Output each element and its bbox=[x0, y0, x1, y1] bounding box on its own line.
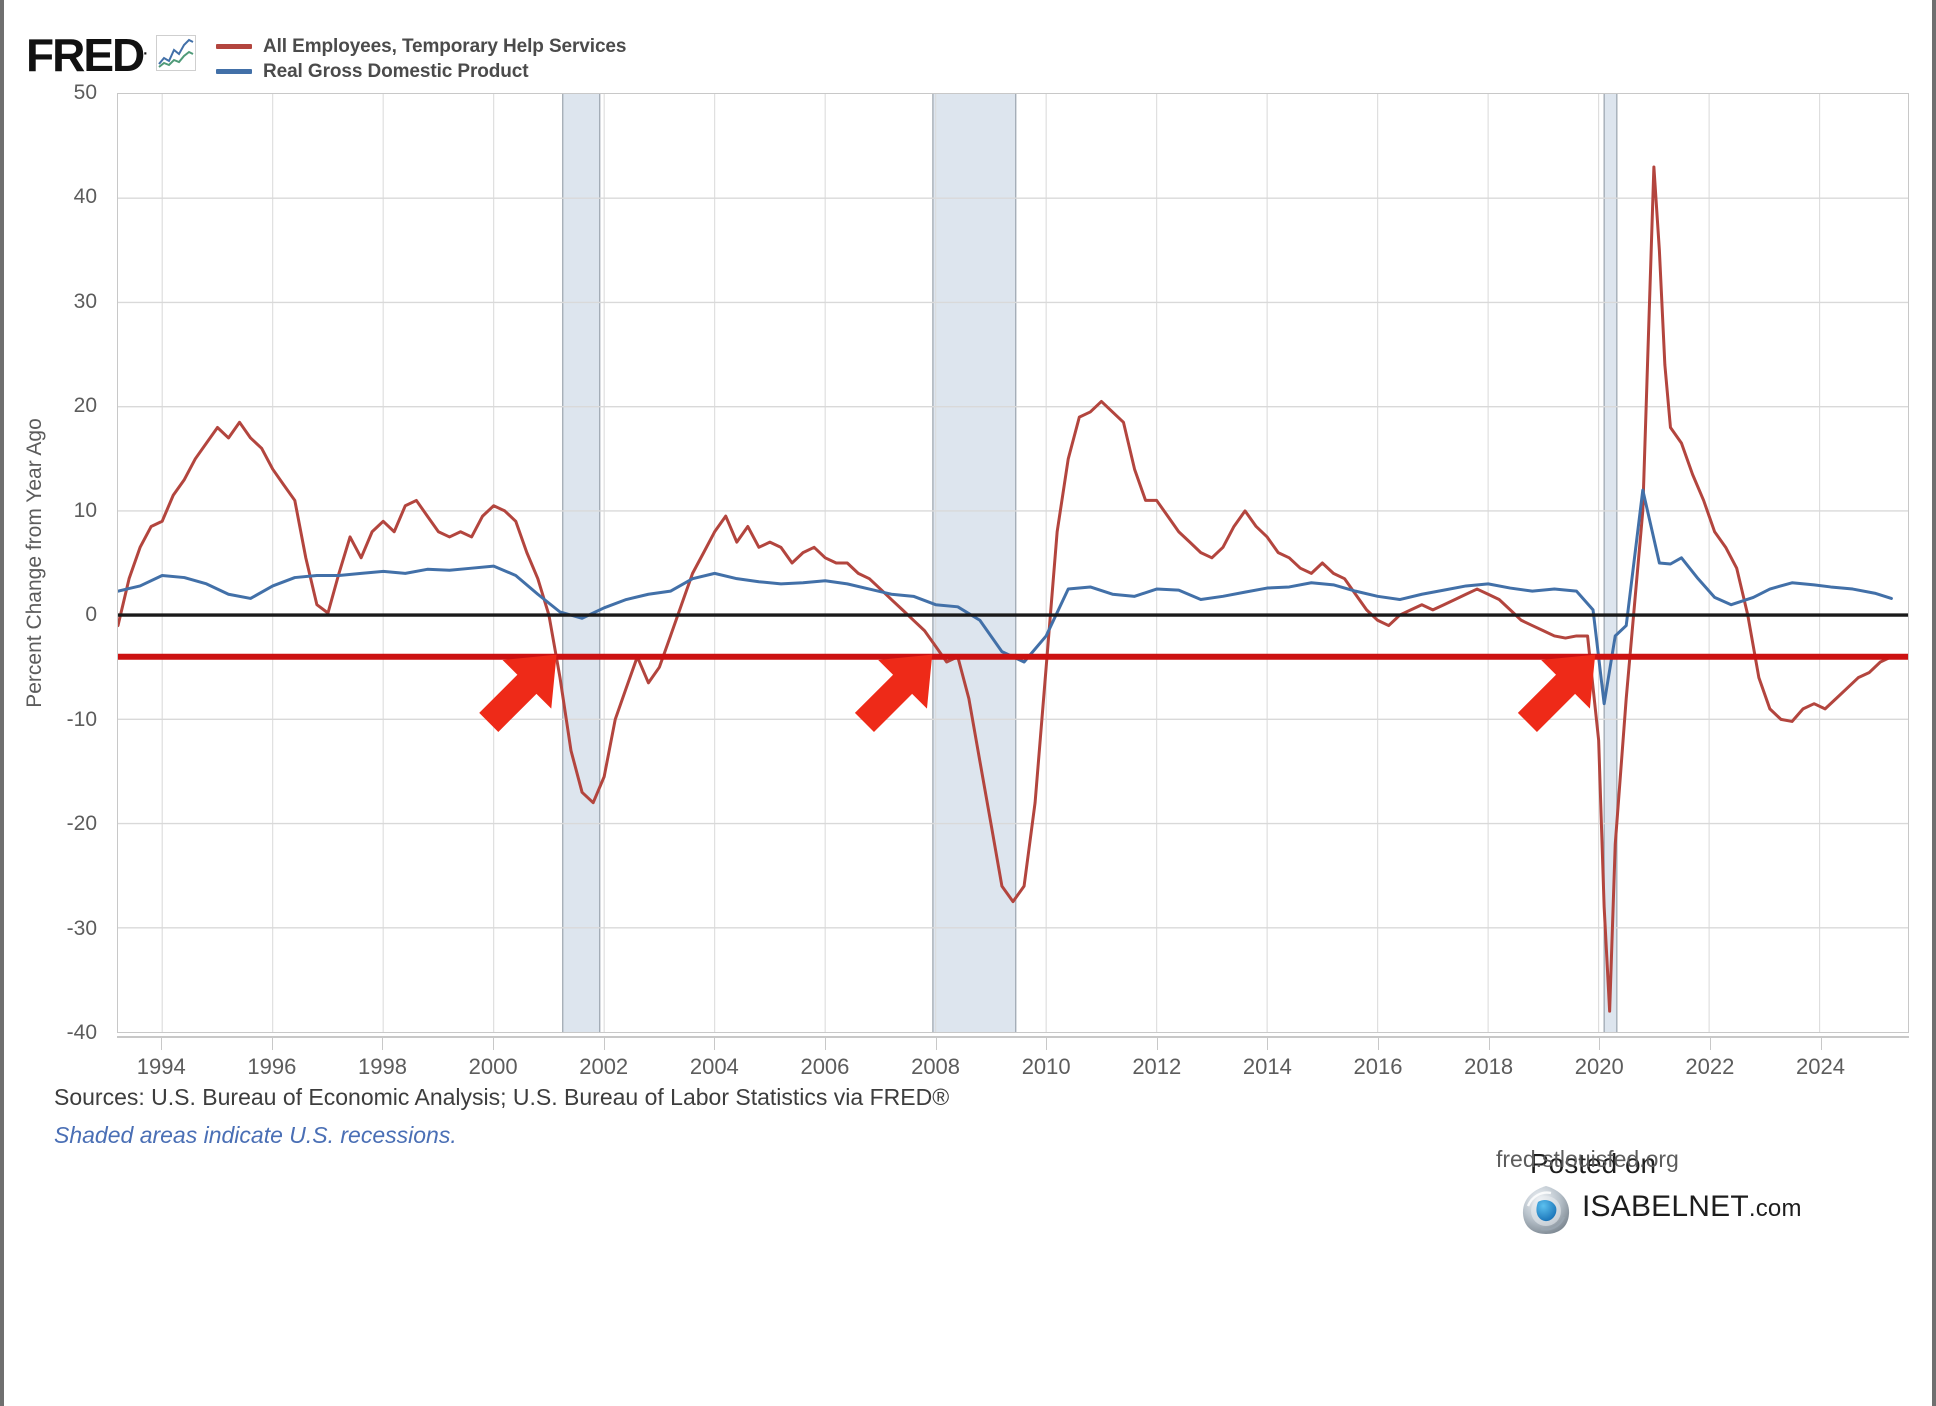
x-tick-mark-2016 bbox=[1378, 1036, 1380, 1050]
x-tick-mark-2014 bbox=[1267, 1036, 1269, 1050]
recession-band-2 bbox=[1604, 94, 1617, 1032]
y-tick-40: 40 bbox=[73, 185, 97, 209]
x-tick-mark-1994 bbox=[161, 1036, 163, 1050]
y-tick--30: -30 bbox=[66, 916, 97, 940]
x-tick-mark-2000 bbox=[493, 1036, 495, 1050]
x-tick-mark-1996 bbox=[271, 1036, 273, 1050]
x-tick-2022: 2022 bbox=[1685, 1054, 1735, 1079]
x-tick-1998: 1998 bbox=[357, 1054, 407, 1079]
y-tick--20: -20 bbox=[66, 812, 97, 836]
y-tick-10: 10 bbox=[73, 498, 97, 522]
x-tick-2024: 2024 bbox=[1796, 1054, 1845, 1079]
legend-label-temp-help: All Employees, Temporary Help Services bbox=[263, 35, 627, 57]
x-tick-mark-1998 bbox=[382, 1036, 384, 1050]
shaded-areas-note: Shaded areas indicate U.S. recessions. bbox=[54, 1122, 457, 1148]
sources-text: Sources: U.S. Bureau of Economic Analysi… bbox=[54, 1084, 950, 1110]
y-tick--10: -10 bbox=[66, 707, 97, 731]
chart-header: FRED. All Employees, Temporary Help Serv… bbox=[4, 0, 1932, 90]
recession-band-1 bbox=[932, 94, 1016, 1032]
fred-logo-text: FRED bbox=[26, 29, 145, 81]
series-line-real-gross-domestic-product bbox=[118, 488, 1893, 706]
fred-url-label[interactable]: fred.stlouisfed.org bbox=[1496, 1146, 1679, 1172]
sparkline-icon bbox=[156, 35, 196, 71]
posted-on-label: Posted on bbox=[1530, 1148, 1657, 1179]
x-tick-1996: 1996 bbox=[247, 1054, 297, 1079]
x-axis-ticks: 1994 1996 1998 2000 2002 2004 2006 2008 2010 2012… bbox=[117, 1036, 1909, 1080]
x-tick-mark-2022 bbox=[1709, 1036, 1711, 1050]
annotation-arrows bbox=[479, 654, 1596, 732]
plot-area bbox=[117, 93, 1909, 1033]
x-tick-2000: 2000 bbox=[468, 1054, 518, 1079]
x-tick-mark-2010 bbox=[1046, 1036, 1048, 1050]
legend-item-real-gdp: Real Gross Domestic Product bbox=[216, 59, 626, 84]
recession-band-0 bbox=[562, 94, 600, 1032]
y-tick--40: -40 bbox=[66, 1021, 97, 1044]
y-axis-title-text: Percent Change from Year Ago bbox=[23, 418, 46, 708]
isabelnet-label: ISABELNET.com bbox=[1582, 1190, 1802, 1224]
x-tick-2008: 2008 bbox=[911, 1054, 961, 1079]
y-axis-title: Percent Change from Year Ago bbox=[18, 93, 52, 1033]
x-tick-2012: 2012 bbox=[1132, 1054, 1182, 1079]
x-tick-2002: 2002 bbox=[579, 1054, 629, 1079]
fred-logo-registered: . bbox=[143, 41, 148, 59]
arrow-2001 bbox=[479, 654, 557, 732]
y-tick-0: 0 bbox=[85, 603, 97, 627]
x-tick-mark-2004 bbox=[714, 1036, 716, 1050]
line-swatch-red-icon bbox=[216, 44, 252, 49]
isabelnet-tld: .com bbox=[1748, 1195, 1802, 1222]
x-tick-2006: 2006 bbox=[800, 1054, 850, 1079]
y-tick-20: 20 bbox=[73, 394, 97, 418]
data-series bbox=[118, 165, 1905, 1013]
plot-area-wrapper: 50 40 30 20 10 0 -10 -20 -30 -40 bbox=[67, 81, 1909, 1044]
x-tick-mark-2008 bbox=[935, 1036, 937, 1050]
isabelnet-globe-icon bbox=[1522, 1186, 1570, 1234]
legend-label-real-gdp: Real Gross Domestic Product bbox=[263, 60, 529, 82]
x-tick-mark-2018 bbox=[1488, 1036, 1490, 1050]
y-tick-30: 30 bbox=[73, 289, 97, 313]
fred-logo: FRED. bbox=[26, 28, 147, 82]
x-tick-mark-2006 bbox=[824, 1036, 826, 1050]
x-tick-2004: 2004 bbox=[689, 1054, 739, 1079]
x-tick-2020: 2020 bbox=[1574, 1054, 1624, 1079]
arrow-2020 bbox=[1517, 654, 1596, 732]
x-tick-1994: 1994 bbox=[136, 1054, 186, 1079]
chart-svg bbox=[118, 94, 1908, 1032]
isabelnet-watermark: Posted on ISABELNET.com bbox=[1520, 1148, 1850, 1240]
x-tick-2016: 2016 bbox=[1353, 1054, 1403, 1079]
y-tick-50: 50 bbox=[73, 81, 97, 104]
legend-item-temp-help: All Employees, Temporary Help Services bbox=[216, 34, 626, 59]
arrow-2008 bbox=[854, 654, 933, 732]
x-tick-2014: 2014 bbox=[1242, 1054, 1292, 1079]
x-axis-line bbox=[117, 1036, 1909, 1038]
recession-bands bbox=[562, 94, 1618, 1032]
chart-legend: All Employees, Temporary Help Services R… bbox=[216, 34, 626, 84]
isabelnet-site: ISABELNET bbox=[1582, 1190, 1749, 1223]
x-tick-2018: 2018 bbox=[1464, 1054, 1514, 1079]
x-tick-2010: 2010 bbox=[1021, 1054, 1071, 1079]
x-tick-mark-2002 bbox=[603, 1036, 605, 1050]
x-tick-mark-2012 bbox=[1156, 1036, 1158, 1050]
series-line-all-employees-temporary-help-services bbox=[118, 165, 1905, 1013]
x-tick-mark-2020 bbox=[1599, 1036, 1601, 1050]
line-swatch-blue-icon bbox=[216, 69, 252, 74]
x-tick-mark-2024 bbox=[1820, 1036, 1822, 1050]
